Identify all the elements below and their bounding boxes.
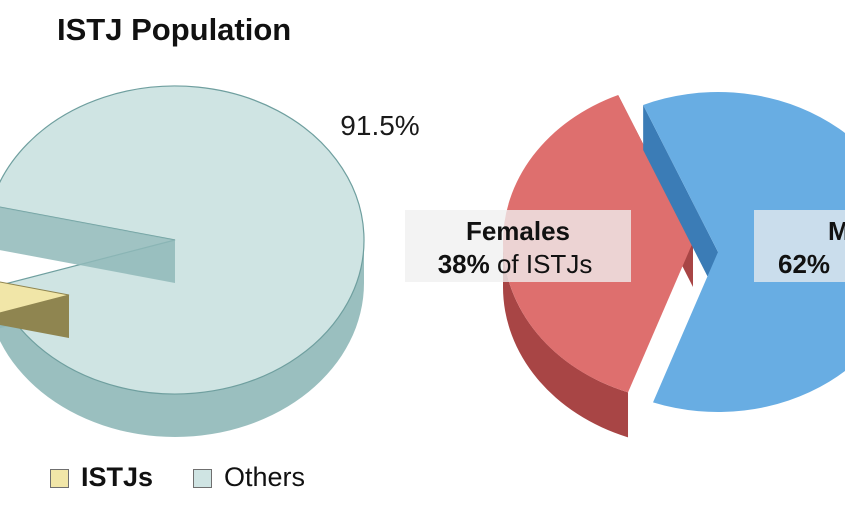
legend-item-istjs: ISTJs	[50, 462, 153, 493]
others-cut-wall-2	[0, 207, 175, 283]
label-females-name: Females	[466, 216, 570, 246]
females-label-box	[405, 210, 631, 282]
males-cut-wall	[643, 104, 718, 297]
pie-slice-males	[643, 92, 845, 412]
pie-slice-istjs	[0, 281, 70, 314]
label-males-percent: 62%	[778, 249, 830, 279]
label-others-percent: 91.5%	[340, 110, 419, 141]
legend-swatch-istjs	[50, 469, 69, 488]
legend-label-others: Others	[224, 462, 306, 492]
legend-label-istjs: ISTJs	[81, 462, 154, 492]
label-females-percent: 38% of ISTJs	[438, 249, 593, 279]
pie-istj-population: 91.5%	[0, 85, 420, 437]
chart-title: ISTJ Population	[57, 12, 292, 47]
label-females-percent-value: 38%	[438, 249, 490, 279]
others-side	[0, 240, 364, 437]
legend-swatch-others	[193, 469, 212, 488]
label-males-name: M	[828, 216, 845, 246]
males-label-box	[754, 210, 845, 282]
legend-item-others: Others	[193, 462, 305, 493]
label-females-percent-suffix: of ISTJs	[490, 249, 593, 279]
pie-slice-others	[0, 85, 365, 395]
females-side	[503, 242, 629, 438]
